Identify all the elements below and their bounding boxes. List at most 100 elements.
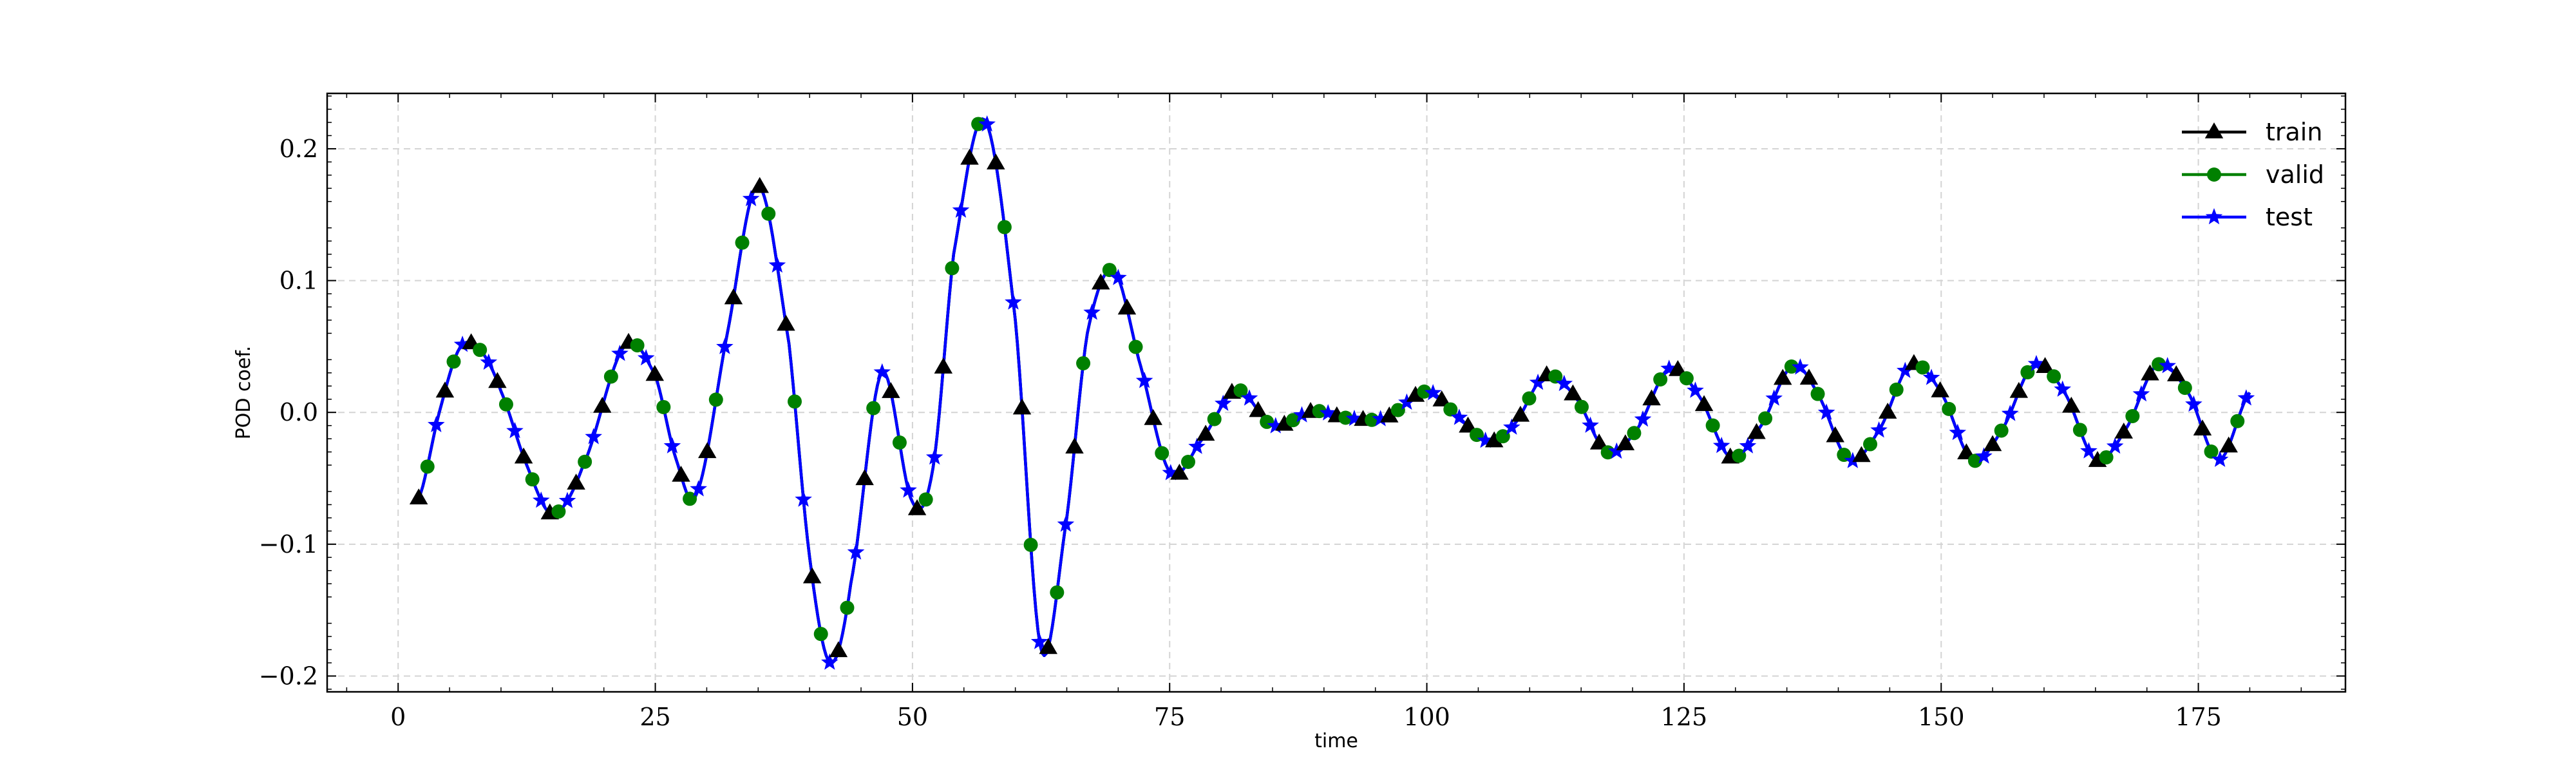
marker-train <box>1747 423 1766 439</box>
marker-test <box>611 345 629 361</box>
axis-ticks: 0 25 50 75 100 125 150 175 −0.2 −0.1 0.0 0.1 0.2 <box>259 93 2345 731</box>
marker-valid <box>1207 412 1222 426</box>
marker-train <box>1380 406 1399 423</box>
marker-test <box>1240 389 1258 406</box>
marker-valid <box>2204 444 2219 459</box>
marker-valid <box>1285 413 1300 428</box>
marker-test <box>742 189 760 207</box>
marker-train <box>1039 638 1057 654</box>
marker-valid <box>1338 410 1353 425</box>
marker-valid <box>735 235 750 250</box>
marker-valid <box>2207 167 2221 182</box>
marker-test <box>585 428 602 444</box>
marker-train <box>2062 396 2081 413</box>
x-tick-label: 50 <box>897 703 928 731</box>
marker-train <box>2204 122 2224 138</box>
marker-test <box>1293 406 1311 423</box>
legend-entry-test: test <box>2182 203 2313 231</box>
marker-valid <box>1023 537 1038 552</box>
y-tick-label: −0.2 <box>259 662 318 690</box>
marker-valid <box>708 392 723 407</box>
marker-train <box>987 153 1005 169</box>
marker-test <box>428 415 445 432</box>
marker-test <box>1949 423 1967 441</box>
marker-valid <box>1443 402 1458 417</box>
marker-test <box>1267 417 1285 434</box>
marker-test <box>2001 405 2019 421</box>
legend: train valid test <box>2182 118 2324 231</box>
marker-test <box>1975 447 1993 464</box>
marker-test <box>2185 395 2202 412</box>
x-tick-label: 75 <box>1154 703 1185 731</box>
marker-test <box>1765 389 1783 406</box>
marker-train <box>1196 425 1215 441</box>
marker-train <box>2219 436 2238 453</box>
marker-train <box>2166 365 2186 381</box>
marker-test <box>453 336 471 352</box>
marker-test <box>1634 410 1652 427</box>
marker-train <box>2141 364 2159 381</box>
marker-train <box>1931 381 1949 397</box>
marker-valid <box>2152 357 2166 372</box>
marker-valid <box>1758 411 1773 426</box>
plot-series <box>409 115 2255 670</box>
marker-test <box>2132 385 2150 402</box>
marker-test <box>1792 358 1809 375</box>
marker-valid <box>656 399 671 414</box>
marker-valid <box>866 401 881 415</box>
marker-train <box>882 382 900 398</box>
marker-valid <box>1732 448 1747 463</box>
legend-label-test: test <box>2266 203 2313 231</box>
marker-train <box>907 499 927 515</box>
marker-valid <box>1784 359 1799 374</box>
marker-valid <box>1233 383 1248 398</box>
marker-train <box>855 469 874 486</box>
marker-valid <box>1810 386 1825 401</box>
marker-test <box>1057 515 1075 532</box>
marker-valid <box>2125 408 2140 423</box>
marker-test <box>532 491 550 508</box>
x-tick-label: 125 <box>1661 703 1708 731</box>
marker-test <box>1005 293 1022 310</box>
marker-test <box>795 490 812 507</box>
marker-train <box>1694 395 1714 412</box>
marker-test <box>1608 442 1625 459</box>
marker-valid <box>813 627 828 642</box>
marker-valid <box>918 492 933 507</box>
marker-test <box>1345 410 1363 426</box>
marker-valid <box>2047 369 2061 384</box>
marker-valid <box>630 338 645 353</box>
marker-valid <box>446 354 461 369</box>
marker-valid <box>420 459 435 474</box>
marker-valid <box>1155 446 1170 461</box>
marker-test <box>506 422 524 439</box>
y-axis-label: POD coef. <box>232 346 255 440</box>
marker-valid <box>1050 585 1065 600</box>
marker-train <box>409 488 428 504</box>
marker-train <box>724 288 743 305</box>
marker-train <box>1117 298 1137 315</box>
marker-train <box>750 177 769 193</box>
marker-valid <box>1942 401 1956 416</box>
marker-valid <box>2177 381 2192 396</box>
marker-test <box>2106 437 2124 454</box>
marker-test <box>637 349 655 366</box>
marker-train <box>645 365 665 381</box>
marker-test <box>900 481 917 498</box>
marker-test <box>1922 368 1940 385</box>
marker-test <box>768 256 786 273</box>
x-tick-label: 100 <box>1403 703 1450 731</box>
marker-train <box>435 381 455 398</box>
x-tick-label: 25 <box>639 703 670 731</box>
marker-test <box>1450 408 1468 425</box>
marker-valid <box>2020 365 2035 379</box>
marker-valid <box>997 220 1012 234</box>
marker-train <box>1484 431 1504 448</box>
marker-valid <box>945 261 960 276</box>
marker-train <box>697 442 717 459</box>
marker-train <box>960 148 979 165</box>
marker-test <box>1582 416 1599 433</box>
marker-train <box>1878 403 1897 419</box>
